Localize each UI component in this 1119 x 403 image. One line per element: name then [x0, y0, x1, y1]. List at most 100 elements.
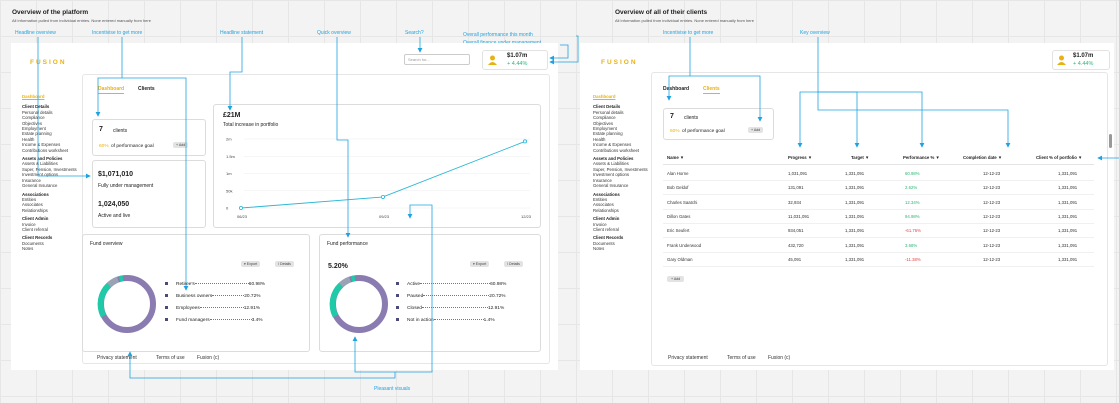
clients-count: 7 [99, 126, 103, 133]
add-client-button[interactable]: + Add [173, 142, 189, 148]
column-header-performance[interactable]: Performance % ▼ [903, 155, 940, 160]
details-button[interactable]: / Details [504, 261, 523, 267]
left-page-subtitle: All information pulled from individual e… [12, 18, 151, 23]
sidebar-item[interactable]: Assets & Liabilities [593, 161, 629, 167]
table-cell[interactable]: Eric Seufert [667, 228, 690, 234]
table-cell[interactable]: Bob Geldof [667, 185, 689, 191]
sidebar-item[interactable]: Employment [22, 126, 46, 132]
sidebar-item[interactable]: Estate planning [593, 131, 623, 137]
search-input[interactable]: Search for... [404, 54, 470, 65]
portfolio-headline: £21M [223, 112, 241, 119]
fund-performance-title: Fund performance [327, 241, 368, 247]
x-tick-label: 12/23 [521, 214, 532, 219]
sidebar-item[interactable]: Compliance [593, 115, 616, 121]
table-cell[interactable]: Gary Oldman [667, 256, 693, 262]
sidebar-section-associations: Associations [593, 191, 620, 197]
sidebar-section-client-records: Client Records [22, 235, 53, 241]
sidebar-item[interactable]: Objectives [593, 120, 614, 126]
table-cell[interactable]: Alan Horne [667, 171, 689, 176]
sidebar-item[interactable]: Investment options [593, 172, 630, 178]
sidebar-item[interactable]: Estate planning [22, 131, 52, 137]
table-cell: 3.68% [905, 242, 918, 248]
sidebar-item[interactable]: Health [22, 136, 35, 142]
legend-label: Retiree's [176, 282, 195, 287]
sidebar-item[interactable]: Compliance [22, 115, 45, 121]
legend-row: Active 60.98% [396, 282, 506, 287]
table-cell: 1,031,091 [788, 171, 808, 176]
column-header-name[interactable]: Name ▼ [667, 155, 685, 160]
tab-clients[interactable]: Clients [703, 86, 720, 94]
column-header-target[interactable]: Target ▼ [851, 155, 870, 160]
table-cell: 1,331,091 [845, 213, 865, 219]
sidebar-item[interactable]: Entities [593, 196, 608, 202]
footer-privacy-link[interactable]: Privacy statement [668, 355, 708, 361]
sidebar-item[interactable]: Insurance [593, 177, 612, 183]
sidebar-item[interactable]: Client referral [593, 226, 619, 232]
sidebar-item[interactable]: Contributions worksheet [593, 147, 640, 153]
sidebar-item[interactable]: Relationships [22, 207, 48, 213]
sidebar-item[interactable]: Notes [593, 246, 605, 252]
legend-label: Not in action [407, 318, 434, 323]
fusion-logo: FUSION [601, 59, 638, 66]
sidebar-item[interactable]: Insurance [22, 177, 41, 183]
sidebar-item[interactable]: Super, Pension, Investments [593, 166, 648, 172]
sidebar-item[interactable]: Invoice [22, 221, 36, 227]
sidebar-item[interactable]: Objectives [22, 120, 43, 126]
export-button[interactable]: ▾ Export [470, 261, 490, 267]
table-cell: 45,091 [788, 256, 802, 262]
sidebar-item-dashboard[interactable]: Dashboard [593, 94, 616, 99]
sidebar-item[interactable]: General Insurance [22, 183, 58, 189]
footer-terms-link[interactable]: Terms of use [156, 355, 185, 361]
add-row-button[interactable]: + Add [667, 276, 685, 282]
details-button[interactable]: / Details [275, 261, 294, 267]
sidebar-item[interactable]: Income & Expenses [593, 142, 632, 148]
sidebar-item[interactable]: General Insurance [593, 183, 629, 189]
tab-clients[interactable]: Clients [138, 86, 155, 92]
fund-performance-percent: 5.20% [328, 263, 348, 270]
legend-row: Paused 20.72% [396, 294, 506, 299]
note-pleasant-visuals: Pleasant visuals [374, 386, 411, 392]
sidebar-item[interactable]: Entities [22, 196, 37, 202]
sidebar-item[interactable]: Documents [22, 240, 44, 246]
fund-overview-title: Fund overview [90, 241, 123, 247]
performance-change: + 4.44% [1073, 61, 1094, 67]
sidebar-item[interactable]: Health [593, 136, 606, 142]
add-client-button[interactable]: + Add [748, 127, 764, 133]
legend-row: Fund managers 3.4% [165, 318, 263, 323]
column-header-client-portfolio[interactable]: Client % of portfolio ▼ [1036, 155, 1083, 160]
sidebar-section-client-details: Client Details [22, 104, 50, 110]
tab-dashboard[interactable]: Dashboard [663, 86, 690, 92]
legend-label: Fund managers [176, 318, 210, 323]
sidebar-item[interactable]: Notes [22, 246, 34, 252]
sidebar-item[interactable]: Associates [22, 202, 43, 208]
fund-performance-donut [329, 275, 388, 333]
sidebar-item[interactable]: Personal details [22, 109, 53, 115]
sidebar-item-dashboard[interactable]: Dashboard [22, 94, 45, 99]
overall-performance-box: $1.07m + 4.44% [482, 50, 548, 70]
y-tick-label: 0 [226, 206, 229, 211]
sidebar-item[interactable]: Personal details [593, 109, 624, 115]
legend-value: 12.91% [487, 306, 505, 311]
sidebar-section-client-admin: Client Admin [593, 216, 620, 222]
scrollbar-thumb[interactable] [1109, 134, 1112, 148]
sidebar-item[interactable]: Employment [593, 126, 617, 132]
table-cell: 1,331,091 [1058, 199, 1078, 205]
legend-label: Paused [407, 294, 424, 299]
table-cell[interactable]: Charles Saatchi [667, 199, 698, 205]
column-header-progress[interactable]: Progress ▼ [788, 155, 813, 160]
export-button[interactable]: ▾ Export [241, 261, 261, 267]
sidebar-item[interactable]: Client referral [22, 226, 48, 232]
clients-label: clients [684, 115, 699, 121]
table-cell[interactable]: Frank Underwood [667, 242, 702, 248]
footer-brand: Fusion (c) [197, 355, 220, 361]
sidebar-item[interactable]: Associates [593, 202, 614, 208]
table-cell[interactable]: Dillon Gates [667, 213, 691, 219]
sidebar-item[interactable]: Relationships [593, 207, 619, 213]
column-header-completion-date[interactable]: Completion date ▼ [963, 155, 1003, 160]
tab-dashboard[interactable]: Dashboard [98, 86, 125, 94]
sidebar-item[interactable]: Documents [593, 240, 615, 246]
sidebar-item[interactable]: Invoice [593, 221, 607, 227]
footer-terms-link[interactable]: Terms of use [727, 355, 756, 361]
table-cell: 32,934 [788, 199, 802, 205]
footer-privacy-link[interactable]: Privacy statement [97, 355, 137, 361]
